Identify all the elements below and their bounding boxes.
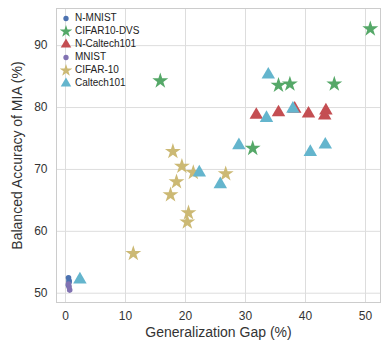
svg-text:0: 0: [62, 309, 69, 323]
svg-text:90: 90: [34, 38, 48, 52]
html-text:N-Caltech101: N-Caltech101: [75, 38, 137, 49]
html-text:N-MNIST: N-MNIST: [75, 12, 117, 23]
svg-text:60: 60: [34, 224, 48, 238]
svg-text:10: 10: [119, 309, 133, 323]
svg-text:30: 30: [239, 309, 253, 323]
svg-text:40: 40: [299, 309, 313, 323]
html-text:Caltech101: Caltech101: [75, 77, 126, 88]
svg-text:80: 80: [34, 100, 48, 114]
svg-text:Generalization Gap (%): Generalization Gap (%): [145, 324, 291, 340]
svg-text:20: 20: [179, 309, 193, 323]
html-text:MNIST: MNIST: [75, 51, 107, 62]
svg-text:50: 50: [34, 286, 48, 300]
svg-text:Balanced Accuracy of MIA (%): Balanced Accuracy of MIA (%): [9, 61, 25, 249]
svg-text:70: 70: [34, 162, 48, 176]
html-text:CIFAR10-DVS: CIFAR10-DVS: [75, 25, 140, 36]
html-text:CIFAR-10: CIFAR-10: [75, 64, 119, 75]
svg-text:50: 50: [359, 309, 373, 323]
